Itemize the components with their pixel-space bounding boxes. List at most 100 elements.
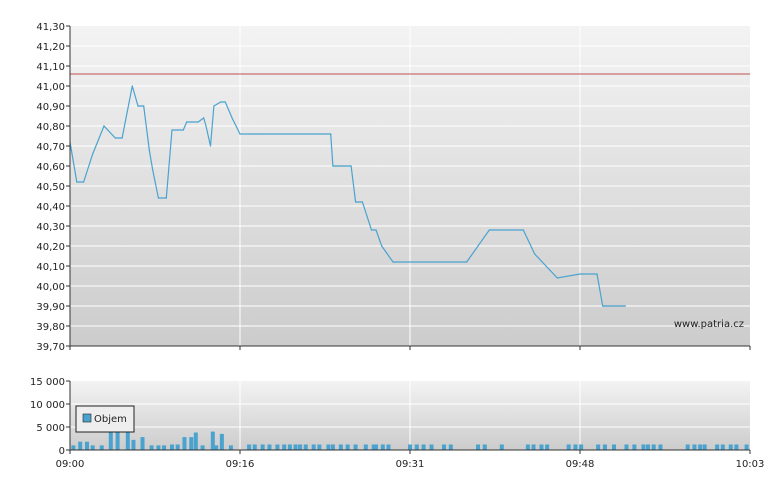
price-data-point — [231, 117, 233, 119]
price-data-point — [239, 133, 241, 135]
price-data-point — [209, 145, 212, 147]
volume-bar — [193, 432, 198, 450]
watermark-text: www.patria.cz — [674, 319, 744, 330]
price-data-point — [534, 253, 536, 255]
volume-bar — [287, 444, 292, 450]
price-data-point — [420, 261, 422, 263]
volume-bar — [429, 444, 434, 450]
volume-bar — [330, 444, 335, 450]
price-data-point — [205, 125, 207, 127]
volume-bar — [448, 444, 453, 450]
volume-bar — [252, 444, 257, 450]
volume-bar — [247, 444, 252, 450]
legend-label: Objem — [94, 414, 127, 425]
price-data-point — [137, 105, 139, 107]
x-tick-label: 09:48 — [566, 459, 595, 470]
volume-bar — [345, 444, 350, 450]
x-tick-label: 10:03 — [736, 459, 765, 470]
volume-y-tick-label: 15 000 — [30, 377, 65, 388]
price-y-tick-label: 40,90 — [36, 102, 65, 113]
volume-bar — [734, 444, 739, 450]
price-y-tick-label: 40,80 — [36, 122, 65, 133]
volume-bar — [90, 445, 95, 450]
price-data-point — [350, 165, 352, 167]
price-y-tick-label: 39,90 — [36, 302, 65, 313]
price-data-point — [143, 105, 145, 107]
price-data-point — [83, 181, 85, 183]
volume-bar — [298, 444, 303, 450]
price-data-point — [190, 121, 192, 123]
volume-bar — [612, 444, 616, 450]
price-data-point — [381, 245, 383, 247]
volume-bar — [353, 444, 358, 450]
price-data-point — [332, 165, 334, 167]
volume-bar — [182, 437, 187, 450]
price-data-point — [579, 273, 581, 275]
volume-bar — [267, 444, 272, 450]
price-data-point — [114, 137, 116, 139]
price-data-point — [488, 229, 490, 231]
volume-bar — [579, 444, 584, 450]
price-data-point — [213, 105, 215, 107]
volume-bar — [408, 444, 412, 450]
volume-bar — [108, 428, 113, 450]
volume-bar — [275, 444, 280, 450]
price-y-tick-label: 41,00 — [36, 82, 65, 93]
volume-bar — [131, 439, 136, 450]
x-tick-label: 09:31 — [396, 459, 425, 470]
volume-bar — [596, 444, 601, 450]
volume-bar — [499, 444, 504, 450]
price-data-point — [255, 133, 257, 135]
price-data-point — [466, 261, 468, 263]
volume-bar — [715, 444, 720, 450]
volume-bar — [573, 444, 578, 450]
price-data-point — [220, 101, 222, 103]
volume-bar — [210, 431, 215, 450]
volume-bar — [149, 445, 154, 450]
price-data-point — [624, 305, 626, 307]
volume-bar — [698, 444, 703, 450]
volume-bar — [702, 444, 707, 450]
volume-bar — [175, 444, 180, 450]
price-data-point — [355, 201, 357, 203]
volume-bar — [602, 444, 607, 450]
price-data-point — [131, 85, 133, 87]
price-data-point — [165, 197, 167, 199]
volume-legend: Objem — [75, 405, 135, 433]
price-y-tick-label: 41,30 — [36, 22, 65, 33]
volume-bar — [525, 444, 530, 450]
volume-bar — [200, 445, 205, 450]
price-y-tick-label: 40,20 — [36, 242, 65, 253]
price-data-point — [148, 149, 150, 151]
volume-bar — [326, 444, 331, 450]
volume-bar — [476, 444, 480, 450]
price-y-tick-label: 40,00 — [36, 282, 65, 293]
volume-bar — [632, 444, 637, 450]
volume-bar — [363, 444, 368, 450]
price-series-line — [69, 85, 626, 307]
volume-bar — [728, 444, 733, 450]
volume-bar — [71, 445, 76, 450]
price-data-point — [177, 129, 179, 131]
price-y-tick-label: 41,10 — [36, 62, 65, 73]
volume-bar — [214, 445, 219, 450]
volume-y-tick-label: 0 — [59, 446, 65, 457]
price-data-point — [556, 277, 558, 279]
price-data-point — [522, 229, 524, 231]
x-tick-label: 09:00 — [56, 459, 85, 470]
volume-bar — [282, 444, 287, 450]
price-y-tick-label: 40,40 — [36, 202, 65, 213]
volume-bar — [482, 444, 487, 450]
volume-bar — [539, 444, 544, 450]
volume-bar — [228, 445, 233, 450]
price-data-point — [197, 121, 199, 123]
volume-bar — [189, 437, 194, 450]
volume-bar — [566, 444, 571, 450]
price-y-tick-label: 40,30 — [36, 222, 65, 233]
volume-bar — [624, 444, 629, 450]
volume-bar — [442, 444, 446, 450]
price-data-point — [375, 229, 377, 231]
price-data-point — [602, 305, 604, 307]
price-data-point — [76, 181, 78, 183]
